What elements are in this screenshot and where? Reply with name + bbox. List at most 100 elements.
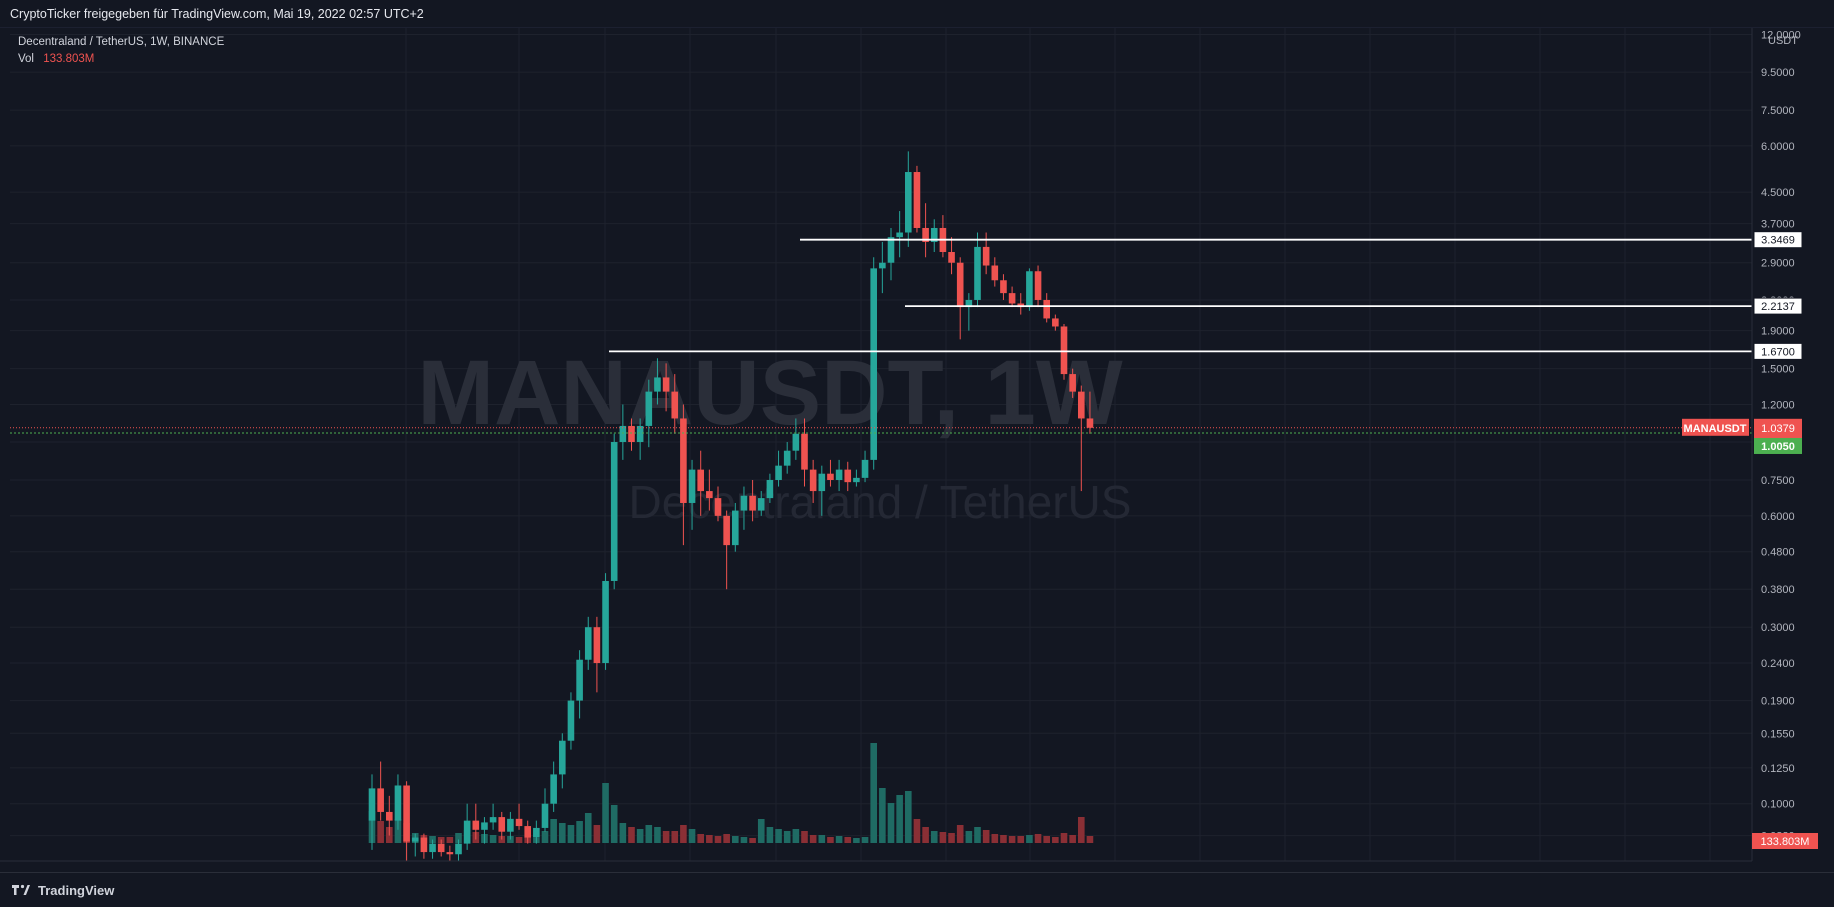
candle-body [455,843,462,855]
volume-bar [1008,836,1016,843]
volume-bar [827,837,834,843]
candle-body [818,473,826,492]
price-tick-label: 0.2400 [1761,658,1795,670]
volume-bar [939,832,947,843]
candle-body [1052,318,1059,327]
candle-body [723,515,730,546]
price-chart[interactable]: MANAUSDT, 1W Decentraland / TetherUS 12.00… [0,28,1834,872]
candle-body [584,627,592,660]
price-tick-label: 3.7000 [1761,219,1795,231]
volume-bar [636,829,644,843]
candle-body [809,469,817,492]
share-header: CryptoTicker freigegeben für TradingView… [0,0,1834,28]
candle-body [515,818,523,827]
volume-bar [905,791,912,843]
volume-bar [896,795,903,843]
volume-bar [654,827,661,843]
candle-body [766,479,774,499]
green-price-label: 1.0050 [1761,441,1795,453]
candle-body [853,477,860,483]
candle-body [472,820,480,830]
volume-bar [446,837,454,843]
candle-body [394,785,402,821]
volume-value: 133.803M [43,53,95,65]
candle-body [688,469,696,503]
volume-bar [792,829,800,843]
volume-bar [861,837,869,843]
volume-bar [844,837,852,843]
candle-body [602,580,609,664]
level-badge[interactable] [1753,231,1803,249]
candle-body [368,788,376,821]
volume-bar [429,836,436,843]
candle-body [567,700,575,741]
candle-body [498,817,506,832]
candle-body [732,510,739,546]
candle-body [922,227,929,242]
candle-body [1008,293,1016,304]
candle-body [697,469,704,492]
volume-badge[interactable] [1752,833,1818,849]
price-tick-label: 0.1900 [1761,696,1795,708]
volume-bar [801,831,808,843]
volume-bar [394,819,402,843]
candle-body [948,252,955,263]
volume-bar [818,835,826,843]
volume-bar [593,825,601,843]
volume-bar [1000,835,1007,843]
candle-body [645,391,653,426]
price-tick-label: 4.5000 [1761,187,1795,199]
price-tick-label: 7.5000 [1761,105,1795,117]
candle-body [429,843,436,853]
candle-body [636,425,644,443]
candle-body [965,299,973,308]
volume-bar [965,831,973,843]
candle-body [792,433,800,451]
volume-bar [775,829,782,843]
candle-body [870,268,877,460]
volume-bar [982,830,990,843]
volume-bar [879,788,886,843]
candle-body [757,498,765,511]
volume-bar [740,837,748,843]
green-price-badge[interactable] [1754,437,1802,454]
candle-body [420,837,428,853]
candle-body [982,246,990,266]
level-badge[interactable] [1753,342,1803,360]
volume-bar [809,835,817,843]
volume-bar [956,825,964,843]
symbol-line[interactable]: Decentraland / TetherUS, 1W, BINANCE [18,36,225,48]
price-tick-label: 2.9000 [1761,258,1795,270]
candle-body [1043,299,1050,319]
tradingview-brand[interactable]: TradingView [10,883,114,898]
volume-bar [645,825,653,843]
volume-bar [930,831,938,843]
volume-bar [1078,817,1085,843]
candle-body [559,740,566,775]
level-badge[interactable] [1753,297,1803,315]
candle-body [489,817,497,823]
volume-bar [567,825,575,843]
candle-body [1000,280,1007,294]
volume-label[interactable]: Vol [18,53,34,65]
symbol-badge[interactable] [1682,418,1749,436]
volume-bar [853,838,860,843]
volume-bar [835,836,843,843]
volume-bar [1052,837,1059,843]
candle-body [1078,391,1085,419]
volume-bar [1034,834,1042,843]
volume-bar [887,803,895,843]
price-tick-label: 6.0000 [1761,141,1795,153]
candle-body [740,495,748,511]
price-tick-label: 1.9000 [1761,326,1795,338]
candle-body [1060,326,1068,375]
volume-bar [706,835,713,843]
price-tick-label: 0.3000 [1761,622,1795,634]
candle-body [593,627,601,664]
volume-bar [1026,835,1033,843]
volume-bar [870,743,877,843]
candle-body [403,785,410,842]
volume-bar [723,834,730,843]
volume-bar [757,819,765,843]
candle-body [930,227,938,242]
